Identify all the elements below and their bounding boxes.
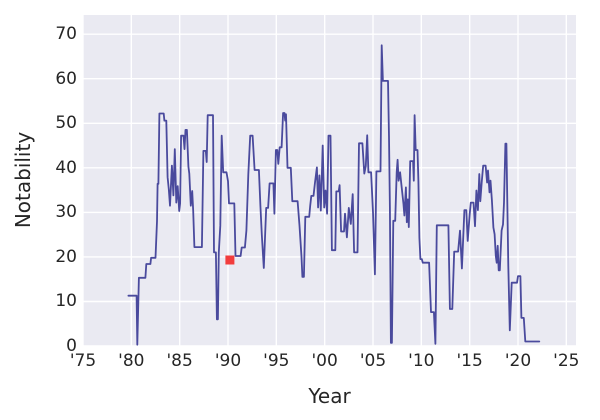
- x-tick-label: '15: [456, 351, 483, 371]
- y-tick-label: 20: [55, 246, 77, 267]
- x-tick-label: '90: [214, 351, 242, 371]
- y-tick-label: 40: [55, 157, 77, 178]
- x-tick-label: '20: [504, 351, 532, 371]
- x-tick-label: '85: [166, 351, 193, 371]
- notability-line: [127, 44, 541, 346]
- y-axis-label: Notability: [11, 131, 35, 229]
- x-tick-label: '75: [69, 351, 97, 371]
- y-tick-label: 70: [55, 24, 77, 45]
- x-tick-label: '80: [118, 351, 145, 371]
- x-tick-label: '00: [311, 351, 338, 371]
- y-tick-label: 50: [55, 113, 77, 134]
- x-axis-label: Year: [308, 384, 351, 408]
- x-tick-label: '25: [553, 351, 580, 371]
- y-tick-label: 0: [66, 336, 77, 356]
- plot-area: [83, 15, 576, 346]
- y-tick-label: 60: [55, 68, 77, 89]
- x-tick-label: '05: [359, 351, 387, 371]
- highlight-marker: [225, 255, 235, 265]
- chart-canvas: [83, 15, 576, 346]
- x-tick-label: '95: [263, 351, 290, 371]
- y-tick-label: 30: [55, 202, 77, 223]
- plot-background: [83, 15, 576, 346]
- x-tick-label: '10: [408, 351, 435, 371]
- y-tick-label: 10: [55, 291, 77, 312]
